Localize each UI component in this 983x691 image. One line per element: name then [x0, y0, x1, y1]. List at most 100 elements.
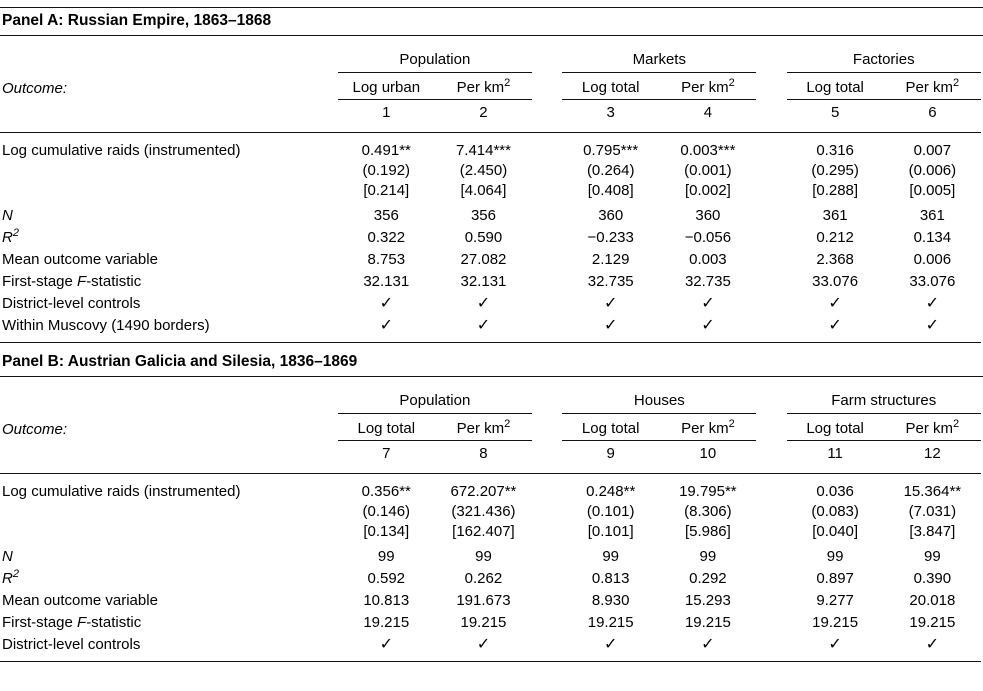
spacer-cell — [532, 100, 562, 127]
spacer-cell — [756, 133, 786, 205]
stat-row-label: First-stage F-statistic — [2, 614, 142, 631]
stat-value: 99 — [377, 548, 395, 565]
column-group-label: Population — [337, 377, 533, 414]
column-number: 8 — [479, 445, 488, 462]
panel-a: Panel A: Russian Empire, 1863–1868 Popula… — [0, 7, 983, 343]
stat-row: First-stage F-statistic 19.215 19.215 19.21… — [0, 611, 981, 633]
column-number: 2 — [479, 104, 488, 121]
stat-row: N 99 99 99 99 99 99 — [0, 545, 981, 567]
coefficient-value: 0.007 — [913, 142, 952, 159]
stat-row: Mean outcome variable 10.813 191.673 8.930 1… — [0, 589, 981, 611]
horizontal-rule-line — [0, 336, 981, 343]
checkmark: ✓ — [701, 295, 715, 312]
standard-error: (7.031) — [908, 503, 957, 520]
coefficient-value: 19.795** — [679, 483, 737, 500]
stat-value: 99 — [699, 548, 717, 565]
stat-value: 99 — [475, 548, 492, 565]
outcome-row: Outcome: Log total Per km2 Log total Per km2… — [0, 413, 981, 441]
stat-row: R2 0.592 0.262 0.813 0.292 0.897 0.390 — [0, 567, 981, 589]
stat-value: 360 — [695, 207, 721, 224]
stat-value: 0.212 — [816, 229, 854, 246]
spacer-cell — [532, 633, 562, 655]
checkmark: ✓ — [379, 636, 393, 653]
checkmark: ✓ — [604, 317, 618, 334]
column-group-label: Factories — [786, 36, 981, 73]
stat-value: 0.322 — [367, 229, 406, 246]
spacer-cell — [532, 204, 562, 226]
stat-row-label: Mean outcome variable — [2, 592, 158, 609]
stat-value: 361 — [822, 207, 848, 224]
spacer-cell — [532, 589, 562, 611]
column-number: 3 — [606, 104, 615, 121]
stat-row-label: Within Muscovy (1490 borders) — [2, 317, 210, 334]
stat-row: Mean outcome variable 8.753 27.082 2.129 0.0… — [0, 248, 981, 270]
column-number: 11 — [827, 445, 843, 462]
outcome-sublabel: Log total — [786, 413, 884, 441]
outcome-sublabel: Log total — [337, 413, 435, 441]
spacer-cell — [756, 589, 786, 611]
stat-value: 99 — [602, 548, 620, 565]
stat-value: 0.390 — [913, 570, 952, 587]
spacer-cell — [756, 474, 786, 546]
stat-value: 0.292 — [689, 570, 727, 587]
standard-error: (2.450) — [459, 162, 508, 179]
stat-value: −0.233 — [587, 229, 634, 246]
spacer-cell — [532, 270, 562, 292]
spacer-cell — [532, 248, 562, 270]
column-number-row: 7 8 9 10 11 12 — [0, 441, 981, 468]
standard-error: (0.083) — [811, 503, 859, 520]
panel-b: Panel B: Austrian Galicia and Silesia, 1… — [0, 349, 983, 662]
coefficient-cell: 0.007 (0.006) [0.005] — [884, 133, 981, 205]
standard-error: (0.264) — [586, 162, 635, 179]
bracket-standard-error: [0.101] — [587, 523, 634, 540]
standard-error: (0.295) — [811, 162, 859, 179]
checkmark: ✓ — [925, 636, 940, 653]
panels-root: Panel A: Russian Empire, 1863–1868 Popula… — [0, 7, 983, 662]
outcome-sublabel: Log total — [562, 413, 660, 441]
stat-value: 32.735 — [684, 273, 731, 290]
stat-value: 27.082 — [460, 251, 507, 268]
column-number: 1 — [382, 104, 391, 121]
coefficient-cell: 0.316 (0.295) [0.288] — [787, 133, 884, 205]
column-group-label: Houses — [562, 377, 757, 414]
stat-value: 32.131 — [363, 273, 410, 290]
stat-row: District-level controls ✓ ✓ ✓ ✓ ✓ ✓ — [0, 292, 981, 314]
spacer-cell — [756, 633, 786, 655]
checkmark: ✓ — [828, 317, 842, 334]
standard-error: (0.006) — [908, 162, 957, 179]
coefficient-cell: 0.356** (0.146) [0.134] — [338, 474, 435, 546]
statistical-table-page: Panel A: Russian Empire, 1863–1868 Popula… — [0, 7, 983, 662]
checkmark: ✓ — [828, 636, 842, 653]
stat-value: 10.813 — [363, 592, 410, 609]
coefficient-cell: 672.207** (321.436) [162.407] — [435, 474, 532, 546]
column-group-label: Farm structures — [786, 377, 981, 414]
stat-value: 360 — [598, 207, 624, 224]
stat-value: 9.277 — [816, 592, 854, 609]
stat-value: −0.056 — [684, 229, 732, 246]
checkmark: ✓ — [379, 295, 393, 312]
column-number: 7 — [382, 445, 391, 462]
checkmark: ✓ — [701, 636, 715, 653]
bracket-standard-error: [0.214] — [363, 182, 410, 199]
empty-cell — [0, 441, 338, 468]
spacer-cell — [756, 204, 786, 226]
stat-value: 32.735 — [587, 273, 634, 290]
spacer-cell — [756, 567, 786, 589]
bracket-standard-error: [0.288] — [812, 182, 859, 199]
column-number-row: 1 2 3 4 5 6 — [0, 100, 981, 127]
column-number: 6 — [928, 104, 937, 121]
spacer-cell — [532, 133, 562, 205]
horizontal-rule-line — [0, 126, 981, 133]
spacer-cell — [532, 226, 562, 248]
coefficient-value: 672.207** — [450, 483, 517, 500]
bracket-standard-error: [0.408] — [587, 182, 634, 199]
coefficient-row-label: Log cumulative raids (instrumented) — [2, 142, 241, 159]
coefficient-value: 15.364** — [903, 483, 962, 500]
empty-cell — [0, 377, 338, 414]
stat-value: 99 — [924, 548, 941, 565]
stat-value: 0.897 — [816, 570, 854, 587]
stat-row-label: R2 — [2, 227, 19, 247]
standard-error: (0.192) — [362, 162, 411, 179]
spacer-cell — [756, 226, 786, 248]
horizontal-rule — [0, 126, 981, 133]
